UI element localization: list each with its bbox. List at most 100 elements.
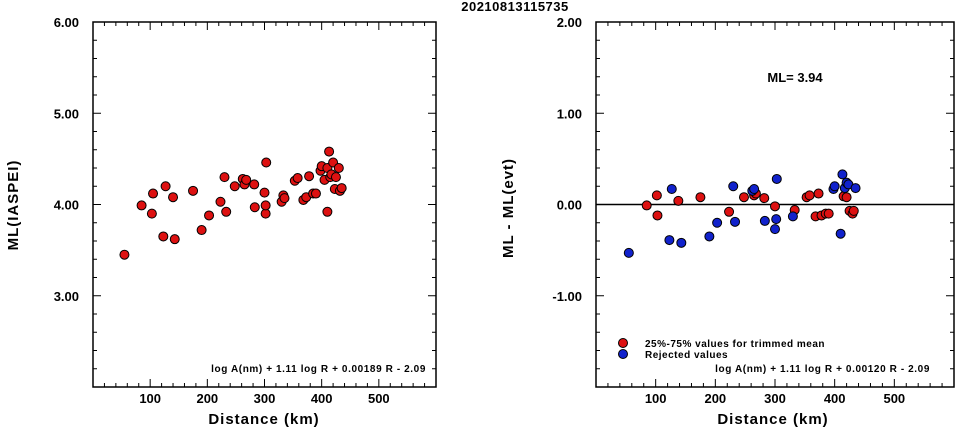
blue-data-point (730, 216, 741, 227)
red-data-point (169, 234, 180, 245)
blue-data-point (664, 235, 675, 246)
x-tick-label: 300 (254, 391, 276, 406)
legend-blue-label: Rejected values (645, 350, 728, 361)
blue-data-point (704, 231, 715, 242)
red-data-point (695, 192, 706, 203)
blue-data-point (666, 183, 677, 194)
red-data-point (848, 205, 859, 216)
red-data-point (249, 202, 260, 213)
axis-ticks: 100 200 300 400 500 3.00 4.00 5.00 6.00 (54, 15, 437, 406)
y-tick-label: 2.00 (557, 15, 582, 30)
x-tick-label: 400 (824, 391, 846, 406)
blue-data-point (676, 237, 687, 248)
x-tick-label: 400 (311, 391, 333, 406)
blue-data-point (771, 214, 782, 225)
blue-data-point (728, 181, 739, 192)
red-data-point (324, 146, 335, 157)
red-data-point (136, 200, 147, 211)
red-data-point (310, 188, 321, 199)
red-data-point (759, 193, 770, 204)
blue-data-point (771, 173, 782, 184)
x-tick-label: 500 (883, 391, 905, 406)
x-tick-label: 100 (645, 391, 667, 406)
red-data-point (336, 183, 347, 194)
red-data-point (146, 208, 157, 219)
y-tick-label: 6.00 (54, 15, 79, 30)
red-data-point (158, 231, 169, 242)
y-tick-label: 1.00 (557, 106, 582, 121)
y-tick-label: 4.00 (54, 198, 79, 213)
blue-data-point (835, 228, 846, 239)
red-data-point (724, 206, 735, 217)
blue-data-point (829, 181, 840, 192)
red-data-point (279, 193, 290, 204)
blue-data-point (759, 215, 770, 226)
red-data-point (813, 188, 824, 199)
red-data-point (215, 196, 226, 207)
red-data-point (119, 249, 130, 260)
y-tick-label: -1.00 (552, 289, 582, 304)
red-data-point (333, 163, 344, 173)
ml-iaspei-panel: 100 200 300 400 500 3.00 4.00 5.00 6.00 Distance… (5, 15, 437, 428)
x-tick-label: 500 (368, 391, 390, 406)
red-data-point (259, 187, 270, 198)
blue-data-point (623, 247, 634, 258)
red-data-point (304, 171, 315, 182)
red-data-point (188, 185, 199, 196)
red-data-point (673, 195, 684, 206)
x-axis-label: Distance (km) (717, 411, 828, 428)
y-tick-label: 0.00 (557, 198, 582, 213)
red-data-point (641, 200, 652, 211)
red-data-point (148, 188, 159, 199)
red-data-point (738, 192, 749, 203)
x-tick-label: 100 (139, 391, 161, 406)
red-data-point (219, 172, 230, 183)
red-data-point (322, 206, 333, 217)
y-tick-label: 5.00 (54, 106, 79, 121)
x-tick-label: 200 (704, 391, 726, 406)
figure-title: 20210813115735 (461, 0, 569, 14)
red-data-point (770, 201, 780, 212)
red-data-point (330, 172, 341, 183)
red-data-point (229, 181, 240, 192)
y-tick-label: 3.00 (54, 289, 79, 304)
ml-annotation: ML= 3.94 (767, 70, 823, 85)
legend-red-label: 25%-75% values for trimmed mean (645, 339, 825, 350)
y-axis-label: ML(IASPEI) (5, 160, 22, 251)
red-data-point (168, 192, 179, 203)
x-tick-label: 200 (196, 391, 218, 406)
formula-text: log A(nm) + 1.11 log R + 0.00189 R - 2.0… (211, 364, 426, 375)
red-data-point (261, 157, 272, 168)
red-data-point (652, 210, 663, 221)
red-data-point (249, 179, 260, 190)
data-points (119, 146, 347, 260)
red-data-point (260, 200, 271, 211)
axis-ticks: 100 200 300 400 500 -1.00 0.00 1.00 2.00 (552, 15, 955, 406)
red-data-point (823, 208, 834, 219)
red-data-point (221, 206, 232, 217)
red-data-point (241, 174, 252, 185)
red-data-point (204, 210, 215, 221)
y-axis-label: ML - ML(evt) (500, 158, 517, 258)
legend-blue-marker (618, 349, 628, 359)
red-data-point (160, 181, 171, 192)
blue-data-point (787, 211, 798, 222)
red-data-point (260, 208, 271, 219)
blue-data-point (749, 183, 760, 194)
ml-residual-panel: 100 200 300 400 500 -1.00 0.00 1.00 2.00 Distanc… (500, 15, 955, 428)
red-data-point (841, 192, 852, 203)
red-data-point (804, 190, 815, 201)
legend-red-marker (618, 338, 628, 348)
red-data-point (196, 225, 207, 236)
x-tick-label: 300 (764, 391, 786, 406)
formula-text: log A(nm) + 1.11 log R + 0.00120 R - 2.0… (715, 364, 930, 375)
blue-data-point (770, 224, 780, 235)
blue-data-point (837, 169, 848, 180)
x-axis-label: Distance (km) (208, 411, 319, 428)
blue-data-point (712, 217, 723, 228)
data-points (623, 169, 861, 258)
red-data-point (292, 173, 303, 184)
blue-data-point (850, 183, 861, 194)
red-data-point (651, 190, 662, 201)
